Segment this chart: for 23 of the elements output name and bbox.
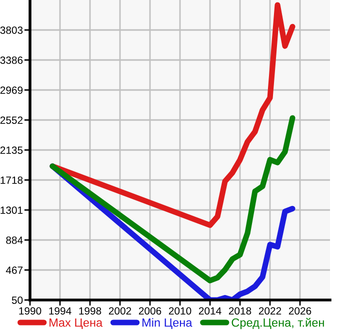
legend-label: Сред.Цена, т.йен: [232, 318, 324, 330]
y-tick-label: 1301: [0, 206, 23, 214]
y-tick-label: 884: [6, 236, 23, 244]
y-tick-label: 50: [12, 296, 23, 304]
y-tick-label: 2969: [0, 86, 23, 94]
x-tick-label: 1990: [19, 307, 42, 315]
x-tick-label: 2010: [168, 307, 192, 315]
x-tick-label: 2026: [288, 307, 312, 315]
legend-label: Min Цена: [142, 318, 192, 329]
x-tick-label: 1994: [49, 307, 72, 315]
x-tick-label: 2018: [228, 307, 252, 315]
y-tick-label: 467: [6, 266, 23, 274]
x-tick-label: 1998: [79, 307, 102, 315]
y-tick-label: 3386: [0, 56, 23, 64]
y-tick-label: 1718: [0, 176, 23, 184]
y-tick-label: 2552: [0, 116, 23, 124]
x-tick-label: 2002: [108, 307, 132, 315]
x-tick-label: 2014: [198, 307, 222, 315]
y-tick-label: 3803: [0, 26, 23, 34]
x-tick-label: 2006: [138, 307, 162, 315]
x-tick-label: 2022: [258, 307, 282, 315]
legend-label: Max Цена: [50, 318, 103, 329]
y-tick-label: 2135: [0, 146, 23, 154]
